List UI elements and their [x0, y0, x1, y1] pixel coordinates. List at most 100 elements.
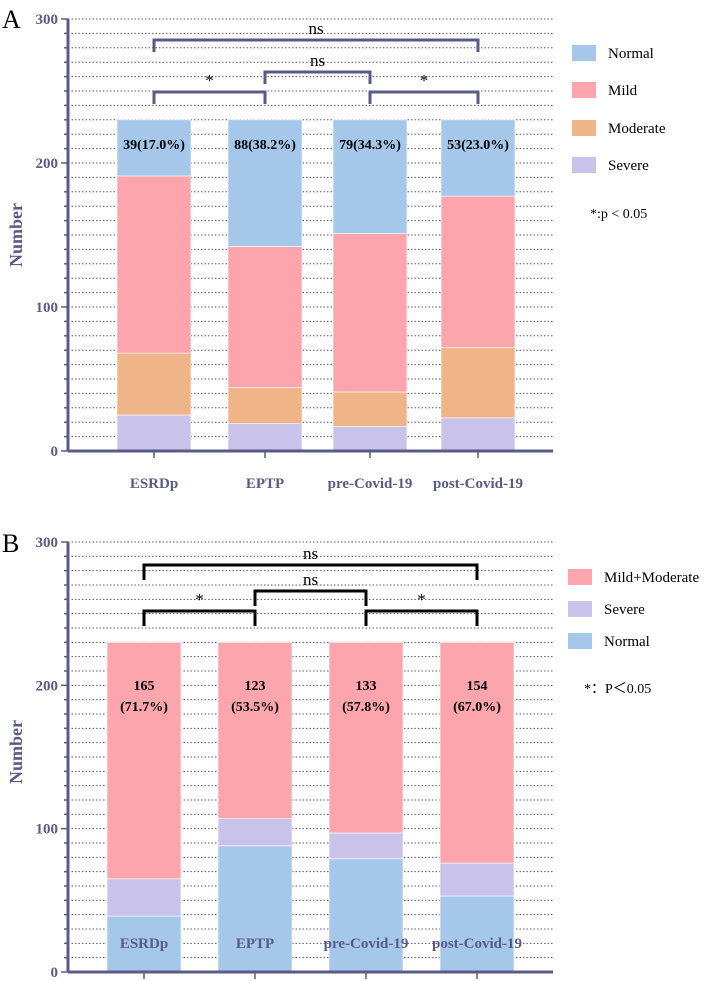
- bar-label-count-post-covid-19: 154: [467, 679, 488, 694]
- y-tick-label-200: 200: [36, 678, 59, 694]
- significance-label-0: *: [195, 590, 204, 609]
- legend-swatch-normal: [572, 45, 596, 61]
- bar-eptp-severe: [227, 423, 303, 452]
- panel-b-letter: B: [2, 529, 19, 558]
- panel-a-significance-brackets: * ns * ns: [152, 19, 480, 104]
- x-category-label-pre-covid-19: pre-Covid-19: [328, 476, 413, 492]
- bar-label-count-esrdp: 165: [134, 679, 155, 694]
- x-category-label-eptp: EPTP: [246, 476, 284, 492]
- panel-b-axes: 0 100 200 300 ESRDp EPTP pre-Covid-19 post-Covi…: [36, 535, 553, 981]
- bar-pre-covid-19-normal: [332, 119, 408, 234]
- legend-swatch-mild: [572, 82, 596, 98]
- y-tick-label-100: 100: [36, 822, 59, 838]
- y-tick-label-200: 200: [36, 156, 59, 172]
- bar-post-covid-19-mild-moderate: [439, 642, 515, 864]
- bar-eptp-mild: [227, 246, 303, 388]
- bar-esrdp-mild-moderate: [106, 642, 182, 880]
- legend-label-mild-moderate: Mild+Moderate: [604, 570, 699, 586]
- bracket-pre-covid-19-vs-post-covid-19: [368, 90, 480, 104]
- legend-swatch-moderate: [572, 120, 596, 136]
- bracket-esrdp-vs-eptp: [142, 609, 257, 626]
- bar-label-percent-eptp: (53.5%): [231, 700, 279, 715]
- bar-post-covid-19-normal: [440, 119, 516, 197]
- bar-esrdp-moderate: [116, 352, 192, 416]
- bar-esrdp-severe: [106, 878, 182, 917]
- legend-label-moderate: Moderate: [608, 121, 666, 137]
- legend-swatch-mild-moderate: [568, 569, 592, 585]
- x-category-label-post-covid-19: post-Covid-19: [433, 476, 523, 492]
- panel-a-y-axis-label: Number: [6, 203, 26, 267]
- panel-a-bars: [116, 119, 516, 452]
- x-category-label-post-covid-19: post-Covid-19: [432, 936, 522, 952]
- y-tick-label-0: 0: [51, 965, 59, 981]
- panel-b-significance-note: *：P＜0.05: [584, 682, 651, 697]
- bar-label-post-covid-19: 53(23.0%): [447, 138, 509, 153]
- bar-pre-covid-19-mild: [332, 233, 408, 393]
- panel-b: B 165 (71.7%) 123 (53.5%) 133 (57.8%) 154 (67.0…: [2, 529, 699, 981]
- panel-a-bar-labels: 39(17.0%) 88(38.2%) 79(34.3%) 53(23.0%): [123, 138, 509, 153]
- panel-b-significance-brackets: * ns * ns: [142, 544, 479, 626]
- bar-eptp-severe: [217, 818, 293, 847]
- legend-label-normal: Normal: [604, 634, 650, 650]
- bar-eptp-moderate: [227, 387, 303, 424]
- significance-label-1: ns: [310, 51, 325, 70]
- bracket-eptp-vs-pre-covid-19: [253, 589, 368, 606]
- x-category-label-esrdp: ESRDp: [120, 936, 168, 952]
- bracket-eptp-vs-pre-covid-19: [263, 70, 372, 84]
- significance-label-3: ns: [308, 19, 323, 38]
- bar-label-count-eptp: 123: [245, 679, 266, 694]
- significance-label-3: ns: [303, 544, 318, 563]
- bracket-pre-covid-19-vs-post-covid-19: [364, 609, 479, 626]
- panel-b-y-axis-label: Number: [6, 720, 26, 784]
- bracket-esrdp-vs-post-covid-19: [152, 38, 480, 52]
- bar-eptp-normal: [227, 119, 303, 247]
- panel-a-axes: 0 100 200 300 ESRDp EPTP pre-Covid-19 post-Covi…: [36, 12, 553, 492]
- significance-label-0: *: [205, 71, 214, 90]
- panel-a-legend: Normal Mild Moderate Severe: [572, 45, 666, 174]
- bar-pre-covid-19-severe: [332, 426, 408, 452]
- significance-label-2: *: [420, 71, 429, 90]
- y-tick-label-300: 300: [36, 535, 59, 551]
- legend-label-severe: Severe: [608, 158, 649, 174]
- x-category-label-esrdp: ESRDp: [130, 476, 178, 492]
- panel-a-significance-note: *:p < 0.05: [590, 207, 647, 222]
- bar-post-covid-19-normal: [439, 895, 515, 973]
- bar-label-esrdp: 39(17.0%): [123, 138, 185, 153]
- legend-swatch-severe: [572, 157, 596, 173]
- legend-label-mild: Mild: [608, 83, 638, 99]
- bar-post-covid-19-mild: [440, 195, 516, 348]
- panel-a: A 39(17.0%) 88(38.2%) 79(34.3%) 53(23.0%) *…: [2, 5, 666, 492]
- bracket-esrdp-vs-eptp: [152, 90, 267, 104]
- bar-post-covid-19-moderate: [440, 347, 516, 419]
- bar-label-eptp: 88(38.2%): [234, 138, 296, 153]
- bar-pre-covid-19-moderate: [332, 391, 408, 427]
- x-category-label-eptp: EPTP: [236, 936, 274, 952]
- legend-swatch-normal: [568, 633, 592, 649]
- bar-eptp-mild-moderate: [217, 642, 293, 819]
- bar-label-percent-post-covid-19: (67.0%): [453, 700, 501, 715]
- bar-label-pre-covid-19: 79(34.3%): [339, 138, 401, 153]
- bar-pre-covid-19-mild-moderate: [328, 642, 404, 834]
- bar-label-percent-esrdp: (71.7%): [120, 700, 168, 715]
- panel-b-legend: Mild+Moderate Severe Normal: [568, 569, 699, 650]
- y-tick-label-100: 100: [36, 300, 59, 316]
- panel-a-letter: A: [2, 5, 21, 34]
- y-tick-label-300: 300: [36, 12, 59, 28]
- bar-post-covid-19-severe: [440, 417, 516, 452]
- bar-eptp-normal: [217, 845, 293, 973]
- legend-label-normal: Normal: [608, 46, 654, 62]
- bracket-esrdp-vs-post-covid-19: [142, 563, 479, 580]
- y-tick-label-0: 0: [51, 444, 59, 460]
- bar-pre-covid-19-normal: [328, 858, 404, 973]
- panel-b-bars: [106, 642, 515, 973]
- legend-label-severe: Severe: [604, 602, 645, 618]
- bar-esrdp-normal: [116, 119, 192, 177]
- significance-label-2: *: [417, 590, 426, 609]
- x-category-label-pre-covid-19: pre-Covid-19: [324, 936, 409, 952]
- significance-label-1: ns: [303, 570, 318, 589]
- bar-pre-covid-19-severe: [328, 832, 404, 860]
- legend-swatch-severe: [568, 601, 592, 617]
- bar-label-percent-pre-covid-19: (57.8%): [342, 700, 390, 715]
- panel-b-bar-labels: 165 (71.7%) 123 (53.5%) 133 (57.8%) 154 (67.0%): [120, 679, 501, 715]
